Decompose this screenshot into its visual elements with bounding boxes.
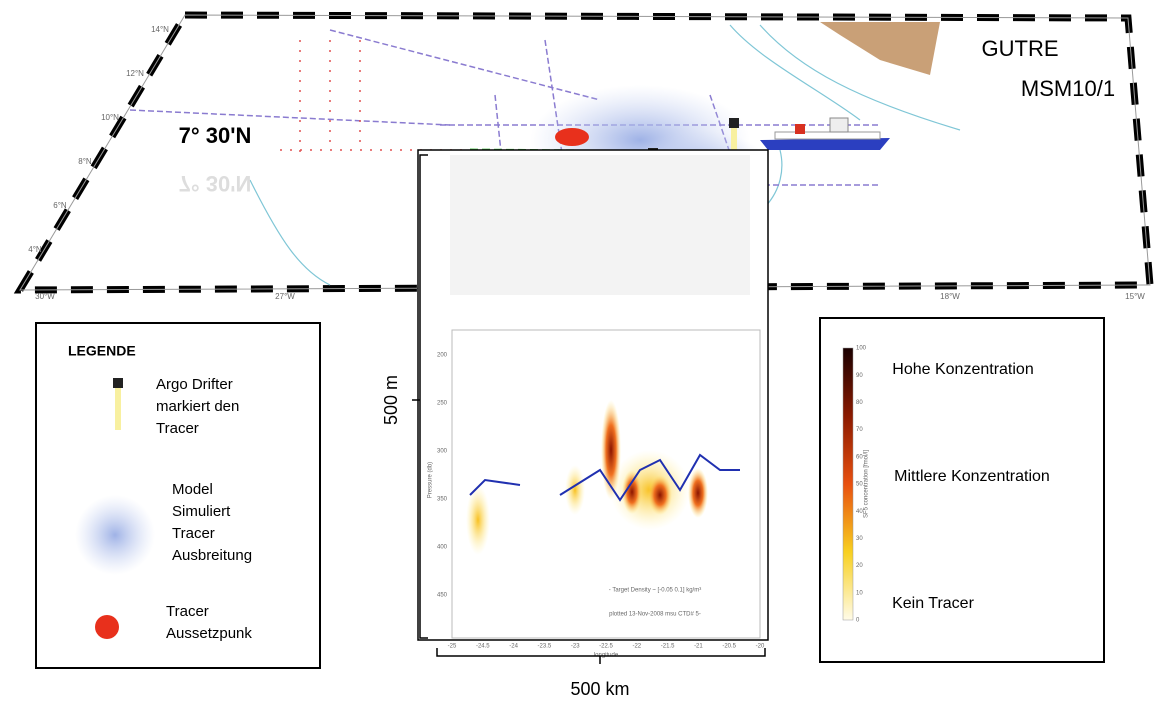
lon-label: 27°W (275, 292, 295, 301)
y-tick-label: 350 (437, 497, 448, 503)
colorbar-tick: 20 (856, 563, 863, 569)
release-point (555, 128, 589, 146)
canvas: GUTRE MSM10/1 7° 30'N 7° 30'N 30°W27°W24… (0, 0, 1155, 702)
level-label: Kein Tracer (892, 595, 974, 612)
legend-text: markiert den (156, 398, 239, 415)
x-tick-label: -20 (756, 644, 765, 650)
colorbar (843, 348, 853, 620)
x-tick-label: -22 (632, 644, 641, 650)
y-tick-label: 400 (437, 545, 448, 551)
map-title: GUTRE (982, 36, 1059, 61)
colorbar-tick: 60 (856, 454, 863, 460)
x-tick-label: -25 (448, 644, 457, 650)
level-label: Hohe Konzentration (892, 361, 1033, 378)
distance-scale: 500 km (570, 679, 629, 699)
lat-label: 8°N (78, 157, 92, 166)
cruise-label: MSM10/1 (1021, 76, 1115, 101)
colorbar-tick: 40 (856, 509, 863, 515)
latitude-label: 7° 30'N (179, 123, 252, 148)
lon-label: 15°W (1125, 292, 1145, 301)
legend-text: Aussetzpunk (166, 625, 252, 642)
legend-release-icon (95, 615, 119, 639)
legend-text: Simuliert (172, 503, 231, 520)
x-tick-label: -21.5 (661, 644, 675, 650)
y-tick-label: 300 (437, 449, 448, 455)
level-label: Mittlere Konzentration (894, 468, 1050, 485)
colorbar-tick: 50 (856, 482, 863, 488)
lat-label: 12°N (126, 69, 144, 78)
x-tick-label: -23.5 (538, 644, 552, 650)
x-tick-label: -21 (694, 644, 703, 650)
legend-text: Ausbreitung (172, 547, 252, 564)
legend-cloud-icon (75, 495, 155, 575)
plot-note: plotted 13-Nov-2008 msu CTD# 5- (609, 612, 701, 618)
panel-shade (450, 155, 750, 295)
colorbar-tick: 100 (856, 346, 867, 352)
colorbar-tick: 10 (856, 590, 863, 596)
colorbar-label: SF5 concentration [fmol/l] (864, 450, 870, 518)
lon-label: 30°W (35, 292, 55, 301)
depth-scale: 500 m (381, 375, 401, 425)
legend-text: Argo Drifter (156, 376, 233, 393)
legend-title: LEGENDE (68, 343, 136, 359)
lat-label: 4°N (28, 245, 42, 254)
x-tick-label: -24 (509, 644, 518, 650)
plot-note: - Target Density ~ [-0.05 0.1] kg/m³ (609, 588, 701, 594)
y-axis-label: Pressure (db) (428, 462, 434, 498)
latitude-reflection: 7° 30'N (179, 171, 252, 196)
legend-text: Model (172, 481, 213, 498)
x-tick-label: -24.5 (476, 644, 490, 650)
x-tick-label: -23 (571, 644, 580, 650)
x-tick-label: -22.5 (599, 644, 613, 650)
colorbar-tick: 80 (856, 400, 863, 406)
y-tick-label: 450 (437, 593, 448, 599)
y-tick-label: 200 (437, 353, 448, 359)
x-tick-label: -20.5 (722, 644, 736, 650)
colorbar-tick: 30 (856, 536, 863, 542)
colorbar-tick: 90 (856, 373, 863, 379)
colorbar-tick: 70 (856, 427, 863, 433)
legend-text: Tracer (172, 525, 215, 542)
lat-label: 6°N (53, 201, 67, 210)
y-tick-label: 250 (437, 401, 448, 407)
figure: GUTRE MSM10/1 7° 30'N 7° 30'N 30°W27°W24… (0, 0, 1155, 702)
lon-label: 18°W (940, 292, 960, 301)
distance-bracket (437, 648, 765, 664)
legend-text: Tracer (166, 603, 209, 620)
lat-label: 14°N (151, 25, 169, 34)
legend-text: Tracer (156, 420, 199, 437)
lat-label: 10°N (101, 113, 119, 122)
